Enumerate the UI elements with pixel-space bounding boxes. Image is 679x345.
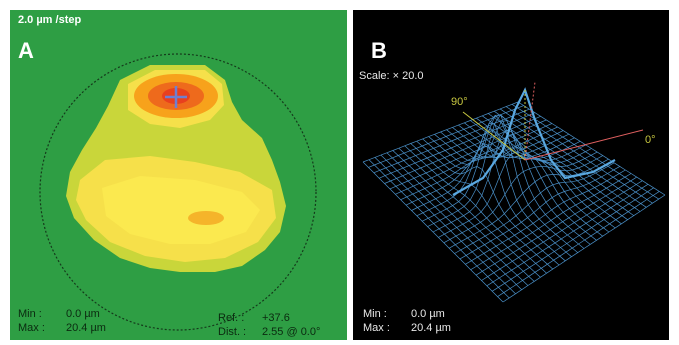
mesh-line [438,151,598,238]
max-value: 20.4 µm [66,322,106,334]
max-label: Max : [18,322,45,334]
mesh-line [449,158,609,249]
surface-profile [452,87,616,196]
axis-0 [524,129,644,161]
contour-inner-region [102,176,260,244]
mesh-line [502,194,666,303]
mesh-line [404,145,547,274]
mesh-line [459,166,620,260]
scale-text: Scale: × 20.0 [359,70,424,82]
mesh-line [487,113,635,216]
mesh-line [410,143,554,270]
ref-label: Ref. : [218,312,245,324]
ref-value: +37.6 [262,312,290,324]
mesh-line [505,106,653,204]
dist-label: Dist. : [218,326,247,338]
min-value-b: 0.0 µm [411,308,445,320]
mesh-line [443,155,603,244]
mesh-line [492,187,654,292]
wireframe-mesh [362,101,666,303]
contour-map-graphic [39,53,317,331]
wireframe-graphic [362,81,666,303]
crosshair-marker [165,86,187,108]
angle-0-label: 0° [645,134,656,146]
angle-90-label: 90° [451,96,468,108]
mesh-line [452,127,597,241]
mesh-line [470,120,616,229]
measurement-circle [39,53,317,331]
mesh-line [475,176,637,276]
contour-map-panel: 2.0 µm /step A Min : 0.0 µm Max : 20.4 µ… [10,10,347,340]
mesh-line [499,108,647,208]
wireframe-panel: B Scale: × 20.0 90° 0° Min : 0.0 µm Max … [353,10,669,340]
step-header: 2.0 µm /step [18,14,82,26]
max-value-b: 20.4 µm [411,322,451,334]
axis-peak [524,81,536,161]
min-label-b: Min : [363,308,387,320]
mesh-line [432,129,592,233]
dist-value: 2.55 @ 0.0° [262,326,321,338]
panel-label-b: B [371,38,387,63]
contour-lower-spot [188,211,224,225]
mesh-line [511,104,659,200]
mesh-line [517,101,666,196]
max-label-b: Max : [363,322,390,334]
mesh-line [470,173,632,271]
mesh-line [497,191,660,297]
panel-label-a: A [18,38,34,63]
mesh-line [481,115,628,220]
mesh-line [486,184,649,287]
mesh-line [481,180,643,281]
min-label: Min : [18,308,42,320]
mesh-line [476,117,622,225]
mesh-line [454,162,615,254]
mesh-line [493,110,641,212]
mesh-line [440,120,585,249]
mesh-line [464,122,610,233]
axis-90 [462,111,526,161]
min-value: 0.0 µm [66,308,100,320]
mesh-line [465,169,626,265]
